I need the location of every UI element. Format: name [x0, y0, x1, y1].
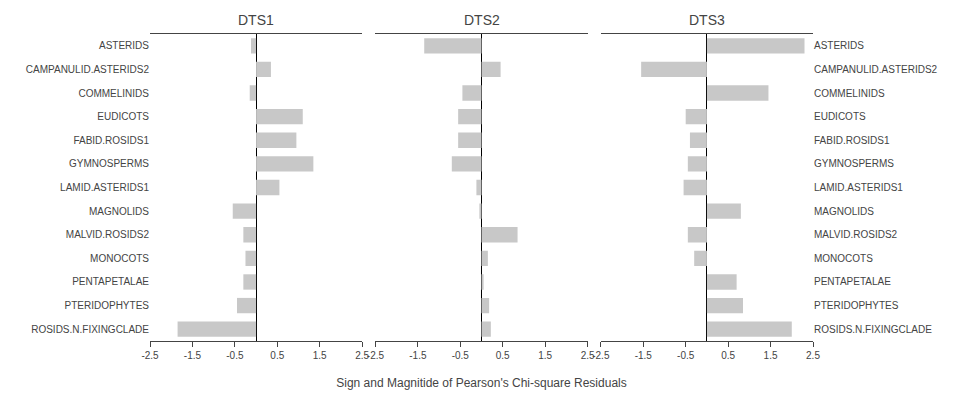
svg-text:LAMID.ASTERIDS1: LAMID.ASTERIDS1: [814, 182, 903, 193]
svg-text:0.5: 0.5: [270, 350, 284, 361]
svg-text:2.5: 2.5: [355, 350, 369, 361]
svg-text:-0.5: -0.5: [452, 350, 470, 361]
svg-text:-0.5: -0.5: [677, 350, 695, 361]
svg-text:GYMNOSPERMS: GYMNOSPERMS: [814, 158, 894, 169]
svg-text:GYMNOSPERMS: GYMNOSPERMS: [69, 158, 149, 169]
svg-text:EUDICOTS: EUDICOTS: [97, 111, 149, 122]
svg-text:-0.5: -0.5: [226, 350, 244, 361]
svg-text:1.5: 1.5: [764, 350, 778, 361]
svg-text:COMMELINIDS: COMMELINIDS: [78, 88, 149, 99]
svg-text:EUDICOTS: EUDICOTS: [814, 111, 866, 122]
svg-text:1.5: 1.5: [313, 350, 327, 361]
svg-text:-2.5: -2.5: [141, 350, 159, 361]
svg-text:-2.5: -2.5: [592, 350, 610, 361]
svg-text:-1.5: -1.5: [184, 350, 202, 361]
svg-text:MALVID.ROSIDS2: MALVID.ROSIDS2: [66, 229, 150, 240]
svg-text:MAGNOLIDS: MAGNOLIDS: [814, 206, 874, 217]
svg-text:2.5: 2.5: [806, 350, 820, 361]
svg-text:MONOCOTS: MONOCOTS: [814, 253, 873, 264]
svg-text:MONOCOTS: MONOCOTS: [90, 253, 149, 264]
svg-text:COMMELINIDS: COMMELINIDS: [814, 88, 885, 99]
svg-text:DTS2: DTS2: [464, 12, 500, 28]
svg-text:ASTERIDS: ASTERIDS: [99, 40, 149, 51]
svg-text:PENTAPETALAE: PENTAPETALAE: [72, 276, 149, 287]
svg-text:-1.5: -1.5: [635, 350, 653, 361]
svg-text:2.5: 2.5: [581, 350, 595, 361]
svg-text:-1.5: -1.5: [409, 350, 427, 361]
svg-text:PTERIDOPHYTES: PTERIDOPHYTES: [814, 300, 899, 311]
svg-text:DTS1: DTS1: [238, 12, 274, 28]
svg-text:Sign and Magnitide of Pearson': Sign and Magnitide of Pearson's Chi-squa…: [336, 376, 626, 390]
svg-text:LAMID.ASTERIDS1: LAMID.ASTERIDS1: [60, 182, 149, 193]
svg-text:PENTAPETALAE: PENTAPETALAE: [814, 276, 891, 287]
svg-text:MAGNOLIDS: MAGNOLIDS: [89, 206, 149, 217]
svg-text:FABID.ROSIDS1: FABID.ROSIDS1: [814, 135, 890, 146]
svg-text:MALVID.ROSIDS2: MALVID.ROSIDS2: [814, 229, 898, 240]
svg-text:1.5: 1.5: [538, 350, 552, 361]
svg-text:ROSIDS.N.FIXINGCLADE: ROSIDS.N.FIXINGCLADE: [814, 324, 932, 335]
svg-text:FABID.ROSIDS1: FABID.ROSIDS1: [73, 135, 149, 146]
svg-text:0.5: 0.5: [721, 350, 735, 361]
svg-text:CAMPANULID.ASTERIDS2: CAMPANULID.ASTERIDS2: [814, 64, 938, 75]
svg-text:-2.5: -2.5: [367, 350, 385, 361]
svg-text:0.5: 0.5: [496, 350, 510, 361]
svg-text:ASTERIDS: ASTERIDS: [814, 40, 864, 51]
svg-text:ROSIDS.N.FIXINGCLADE: ROSIDS.N.FIXINGCLADE: [31, 324, 149, 335]
svg-text:CAMPANULID.ASTERIDS2: CAMPANULID.ASTERIDS2: [26, 64, 150, 75]
svg-text:DTS3: DTS3: [689, 12, 725, 28]
svg-text:PTERIDOPHYTES: PTERIDOPHYTES: [65, 300, 150, 311]
